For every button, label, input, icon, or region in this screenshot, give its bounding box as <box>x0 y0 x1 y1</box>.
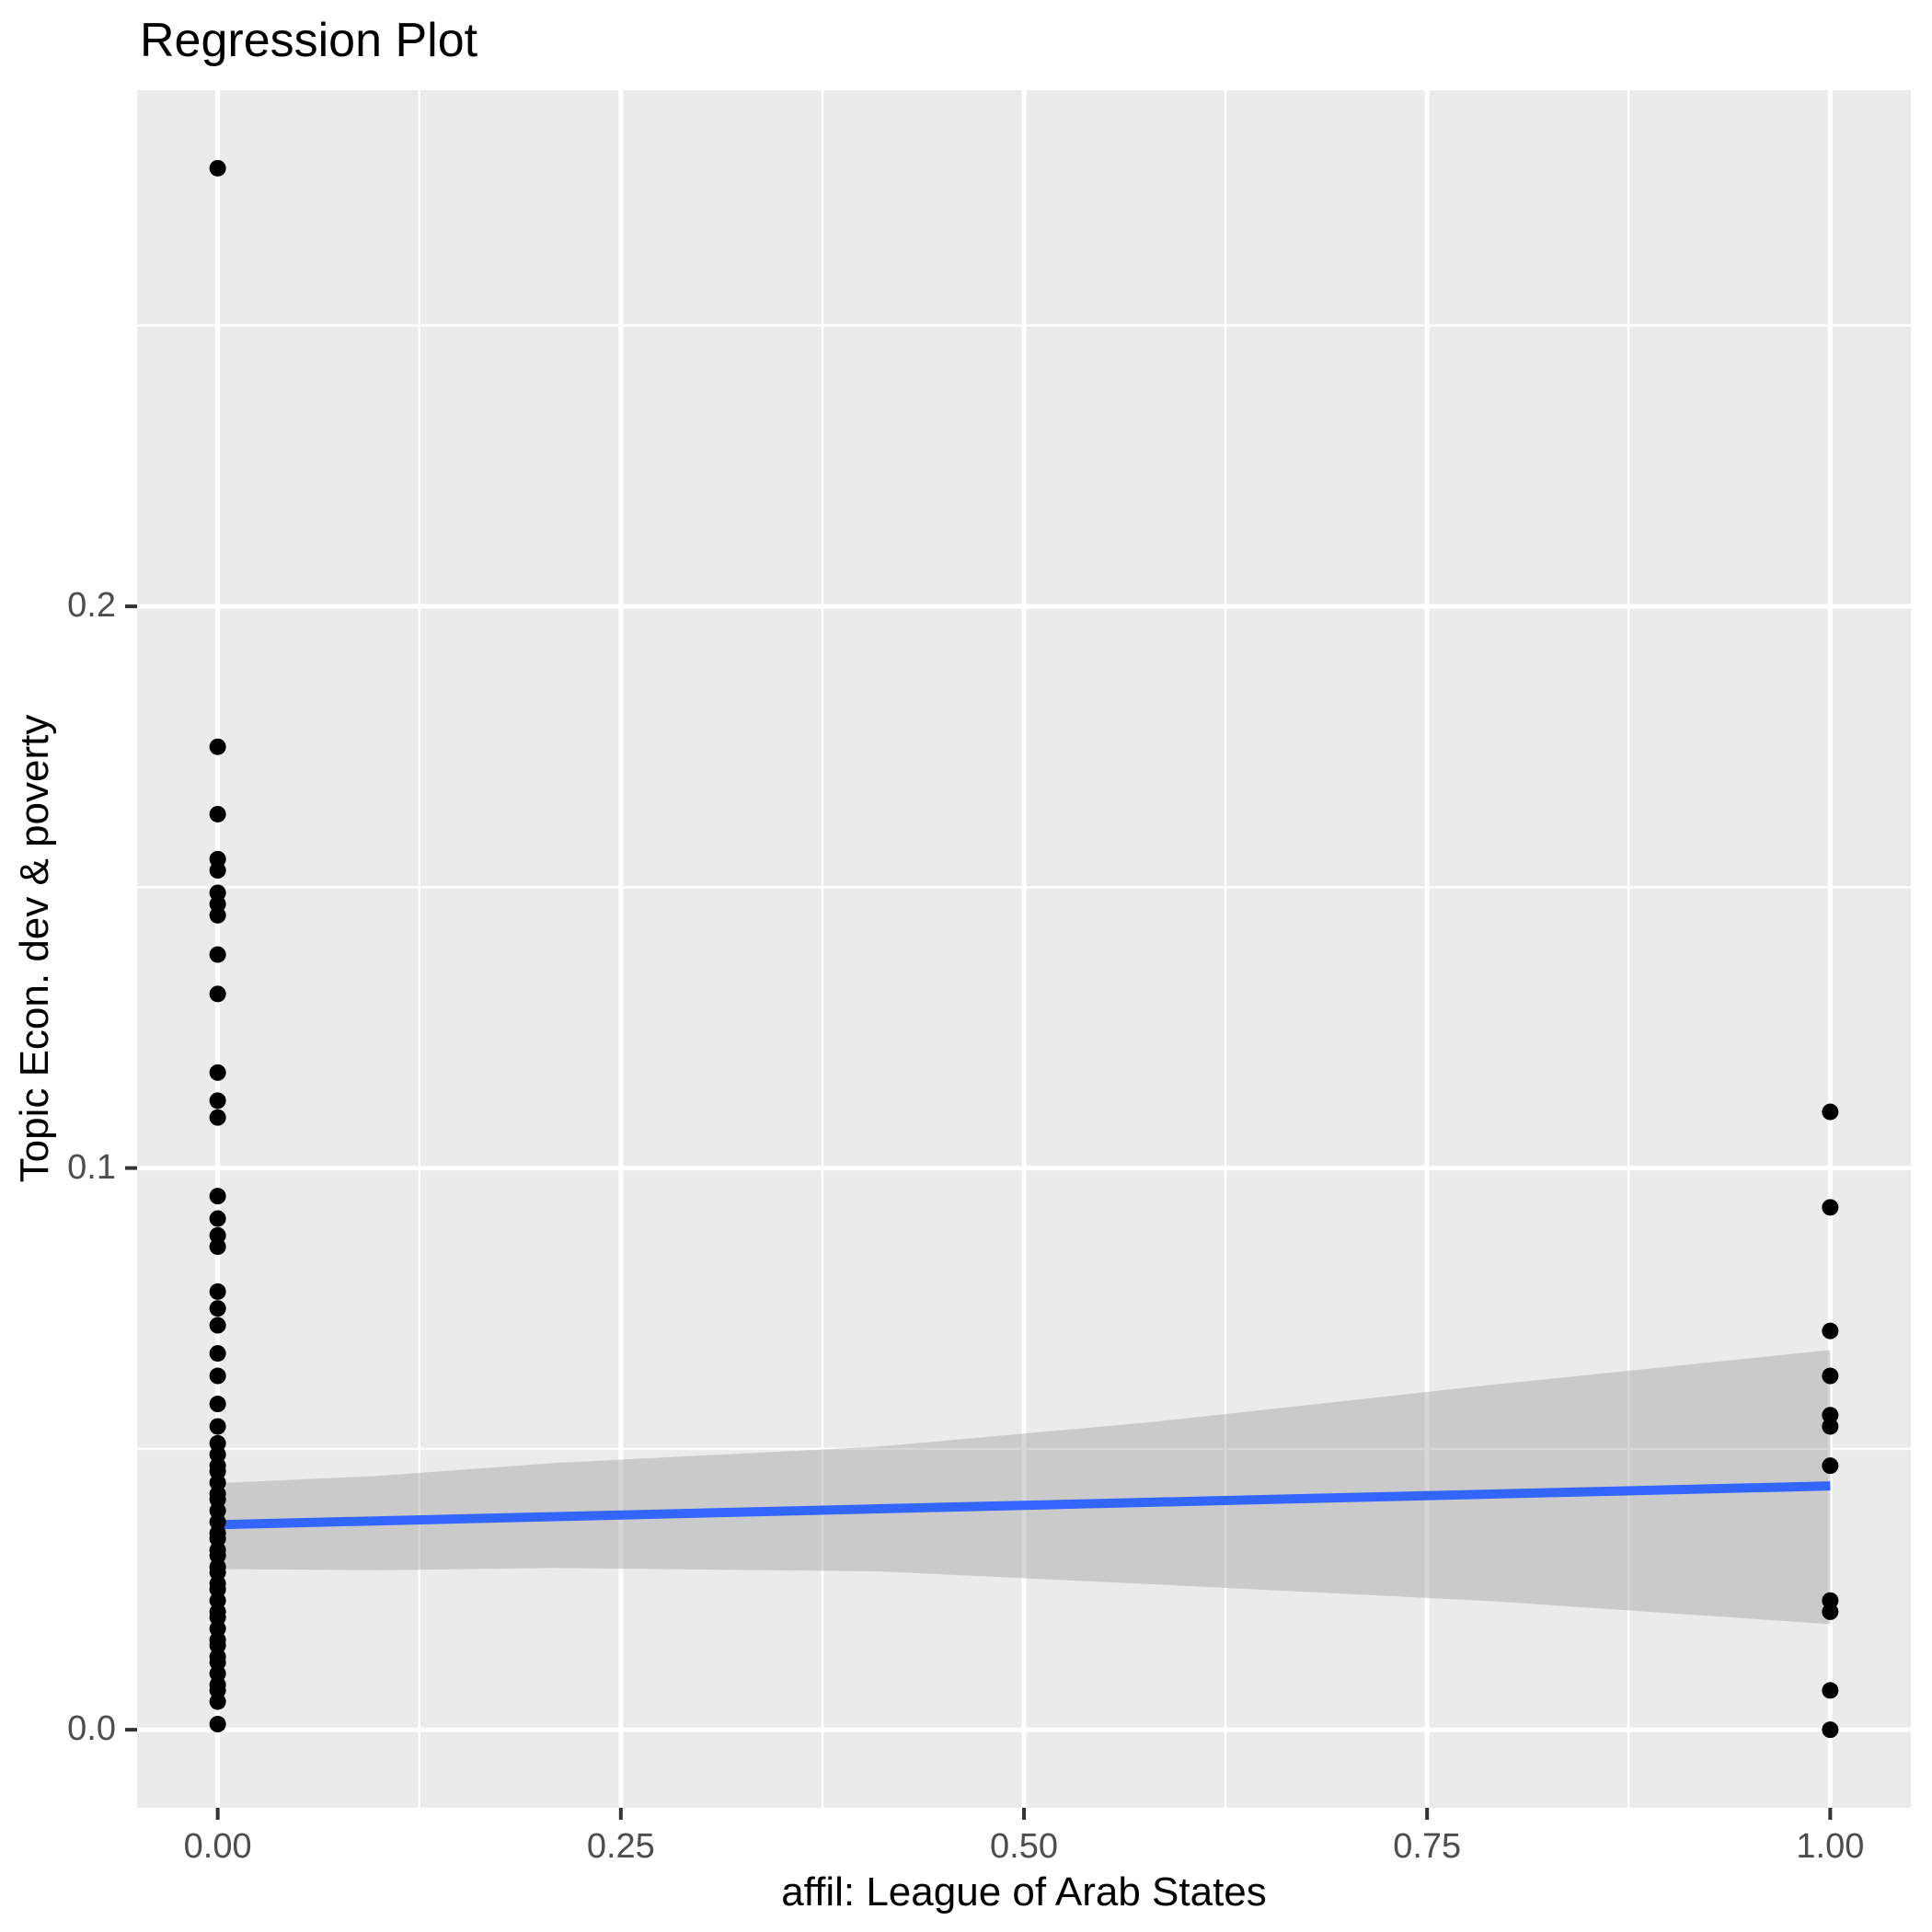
data-point <box>209 1317 226 1334</box>
data-point <box>209 1109 226 1126</box>
data-point <box>209 1345 226 1363</box>
data-point <box>1822 1199 1839 1216</box>
data-point <box>209 159 226 177</box>
data-point <box>1822 1721 1839 1739</box>
data-point <box>209 1092 226 1110</box>
x-tick-label: 0.50 <box>990 1827 1058 1866</box>
x-tick-label: 0.25 <box>586 1827 655 1866</box>
data-point <box>209 1396 226 1413</box>
x-tick-label: 0.75 <box>1393 1827 1462 1866</box>
data-point <box>209 985 226 1003</box>
data-point <box>209 862 226 880</box>
data-point <box>209 1716 226 1733</box>
data-point <box>209 738 226 755</box>
x-tick-label: 0.00 <box>183 1827 252 1866</box>
data-point <box>1822 1603 1839 1620</box>
data-point <box>1822 1457 1839 1475</box>
confidence-band <box>217 1350 1831 1625</box>
data-point <box>1822 1682 1839 1699</box>
data-point <box>1822 1418 1839 1435</box>
data-point <box>209 1418 226 1435</box>
data-point <box>209 906 226 924</box>
data-point <box>1822 1103 1839 1121</box>
data-point <box>209 1064 226 1081</box>
data-point <box>209 946 226 963</box>
y-tick-label: 0.0 <box>67 1709 116 1749</box>
data-point <box>1822 1322 1839 1340</box>
x-tick-label: 1.00 <box>1796 1827 1865 1866</box>
data-point <box>209 1188 226 1205</box>
data-point <box>209 1210 226 1227</box>
data-point <box>1822 1367 1839 1385</box>
data-point <box>209 1238 226 1256</box>
regression-line <box>217 1481 1831 1530</box>
y-tick-label: 0.2 <box>67 586 116 626</box>
data-point <box>209 1693 226 1710</box>
y-tick-label: 0.1 <box>67 1147 116 1187</box>
chart-title: Regression Plot <box>140 14 478 67</box>
data-point <box>209 1282 226 1300</box>
data-point <box>209 1367 226 1385</box>
data-point <box>209 805 226 822</box>
data-point <box>209 1300 226 1317</box>
y-axis-title-text: Topic Econ. dev & poverty <box>12 714 57 1183</box>
x-axis-title: affil: League of Arab States <box>781 1869 1267 1915</box>
